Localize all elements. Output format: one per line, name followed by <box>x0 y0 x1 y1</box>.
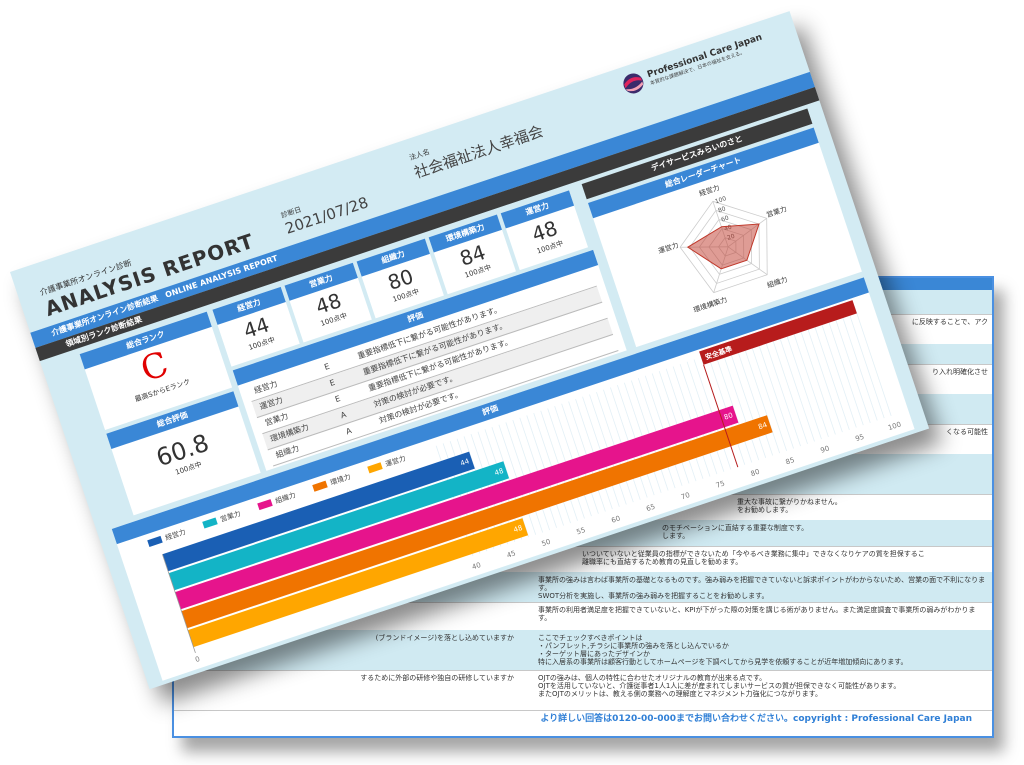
back-answer: 事業所の利用者満足度を把握できていないと、KPIが下がった際の対策を講じる術があ… <box>538 606 976 622</box>
legend-swatch <box>312 480 328 492</box>
reference-line <box>703 364 739 468</box>
grid-line <box>756 338 794 449</box>
bar <box>162 451 475 572</box>
legend-swatch <box>367 462 383 474</box>
grid-line <box>826 315 864 426</box>
x-tick-label: 80 <box>750 468 761 478</box>
grid-line <box>840 310 878 421</box>
x-tick-label: 50 <box>541 538 552 548</box>
back-answer: いついていないと従業員の指標ができないため「今やるべき業務に集中」できなくなりケ… <box>582 550 925 566</box>
radar-axis-label: 環境構築力 <box>692 295 728 315</box>
grid-line <box>791 326 829 437</box>
x-tick-label: 70 <box>680 491 691 501</box>
grid-line <box>742 343 781 454</box>
logo-mark-icon <box>623 73 644 94</box>
grid-line <box>777 331 815 442</box>
grid-line <box>784 329 822 440</box>
score-bar-chart-card: 評価 経営力 営業力 組織力 環境力 運営力 安全基準 44 48 80 84 48 0 40 45 50 5… <box>111 277 915 681</box>
radar-grid-ring <box>679 200 768 294</box>
x-tick-label: 90 <box>819 444 830 454</box>
back-table-row: するために外部の研修や独自の研修していますか OJTの強みは、個人の特性に合わせた… <box>174 670 992 711</box>
radar-grid-ring <box>689 209 760 284</box>
grid-line <box>819 317 857 428</box>
grid-line <box>798 324 836 435</box>
bar-value-label: 44 <box>459 457 471 468</box>
radar-axis-label: 経営力 <box>698 183 721 198</box>
grid-line <box>728 347 767 458</box>
grid-line <box>847 308 885 419</box>
legend-label: 営業力 <box>219 509 242 524</box>
x-tick-label: 75 <box>715 479 726 489</box>
radar-tick-label: 100 <box>714 195 727 205</box>
grid-line <box>853 305 892 416</box>
logo-name: Professional Care Japan <box>645 32 764 80</box>
radar-chart: 20406080100経営力営業力組織力環境構築力運営力 <box>657 183 789 315</box>
score-bar-chart: 経営力営業力組織力環境力運営力安全基準444880844804045505560… <box>147 300 902 664</box>
legend-label: 運営力 <box>384 453 407 468</box>
x-tick-label: 95 <box>854 433 865 443</box>
legend-label: 経営力 <box>164 527 187 542</box>
x-tick-label: 60 <box>610 514 621 524</box>
bar <box>175 405 739 610</box>
grid-line <box>770 333 808 444</box>
back-answer: 重大な事故に繋がりかねません。 をお勧めします。 <box>737 498 842 514</box>
grid-line <box>812 319 850 430</box>
legend-swatch <box>147 535 163 547</box>
back-answer: OJTの強みは、個人の特性に合わせたオリジナルの教育が出来る点です。 OJTを活… <box>538 674 901 698</box>
radar-tick-label: 80 <box>717 205 727 214</box>
back-answer: ここでチェックすべきポイントは ・パンフレット,チラシに事業所の強みを落とし込ん… <box>538 634 908 666</box>
back-footer-contact: より詳しい回答は0120-00-000までお問い合わせください。copyrigh… <box>540 714 972 724</box>
bar <box>168 461 510 591</box>
radar-axis-label: 組織力 <box>766 275 789 290</box>
x-tick-label: 40 <box>471 561 482 571</box>
legend-swatch <box>202 517 218 529</box>
radar-chart-card: 総合レーダーチャート 20406080100経営力営業力組織力環境構築力運営力 <box>587 127 862 348</box>
bar <box>187 518 529 648</box>
x-tick-label: 85 <box>785 456 796 466</box>
grid-line <box>721 350 760 461</box>
back-question: するために外部の研修や独自の研修していますか <box>360 674 514 682</box>
back-table-row: (ブランドイメージ)を落とし込めていますか ここでチェックすべきポイントは ・パン… <box>174 630 992 671</box>
radar-tick-label: 60 <box>720 215 730 224</box>
evaluation-grade: A <box>339 409 348 421</box>
x-tick-label: 0 <box>194 655 201 664</box>
bar <box>181 415 773 629</box>
evaluation-grade: E <box>333 393 342 405</box>
back-answer: のモチベーションに直結する重要な制度です。 します。 <box>662 524 809 540</box>
grid-line <box>833 312 871 423</box>
grid-line <box>763 336 801 447</box>
legend-swatch <box>257 499 273 511</box>
back-answer: くなる可能性 <box>946 428 988 436</box>
grid-line <box>735 345 774 456</box>
front-report-page: 介護事業所オンライン診断 ANALYSIS REPORT 診断日 2021/07… <box>10 11 930 690</box>
legend-label: 組織力 <box>274 490 297 505</box>
bar-value-label: 84 <box>757 421 769 432</box>
radar-axis-label: 営業力 <box>765 204 788 219</box>
grid-line <box>805 322 843 433</box>
grid-line <box>749 340 788 451</box>
bar-value-label: 48 <box>494 467 505 477</box>
x-tick-label: 65 <box>645 503 656 513</box>
x-tick-label: 45 <box>506 549 517 559</box>
x-tick-label: 55 <box>576 526 587 536</box>
back-answer: り入れ明確化させ <box>932 368 988 376</box>
radar-data-area <box>686 223 760 270</box>
bar-value-label: 48 <box>513 524 524 534</box>
back-answer: に反映することで、アク <box>911 318 988 326</box>
legend-label: 環境力 <box>329 472 352 487</box>
y-axis-line <box>162 554 196 653</box>
x-tick-label: 100 <box>887 420 902 432</box>
bar-value-label: 80 <box>723 411 734 421</box>
evaluation-grade: E <box>328 377 337 389</box>
radar-axis-label: 運営力 <box>657 240 680 255</box>
evaluation-grade: A <box>344 426 353 437</box>
back-answer: 事業所の強みは言わば事業所の基礎となるものです。強み弱みを把握できていないと訴求… <box>538 576 986 600</box>
back-question: (ブランドイメージ)を落とし込めていますか <box>375 634 514 642</box>
evaluation-grade: E <box>323 361 331 372</box>
company-logo: Professional Care Japan 本質的な課題解決で、日本の福祉を… <box>619 30 766 98</box>
reference-label-box <box>699 300 857 365</box>
